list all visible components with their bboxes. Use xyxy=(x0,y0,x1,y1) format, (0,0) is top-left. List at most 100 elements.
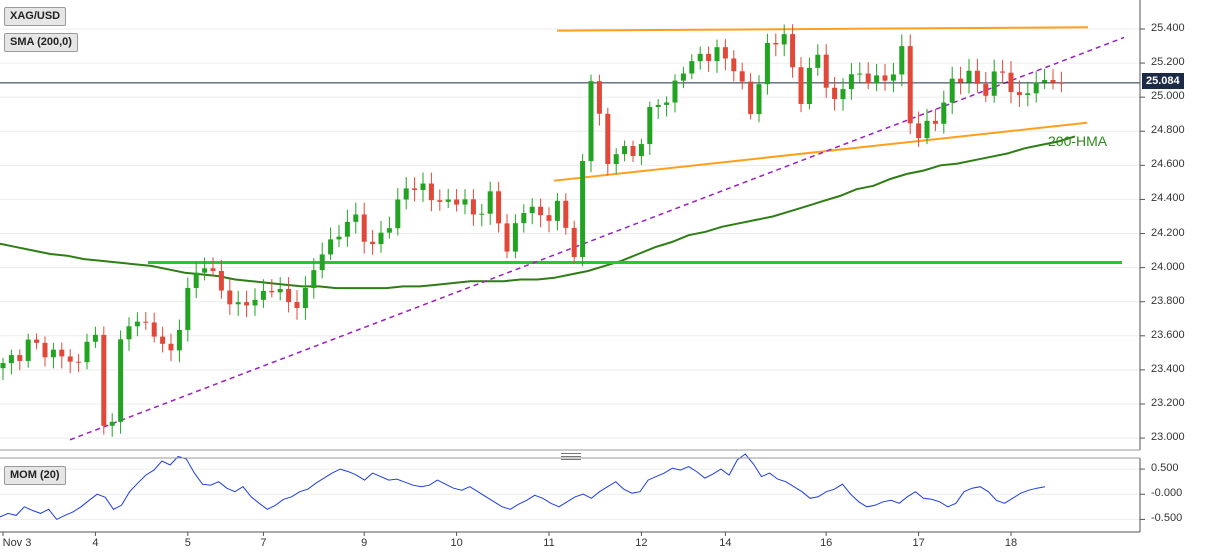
candle-down xyxy=(773,42,779,45)
candle-up xyxy=(874,75,880,84)
candle-down xyxy=(470,199,476,215)
time-tick-label: 10 xyxy=(450,537,463,549)
candle-down xyxy=(17,355,23,361)
momentum-tick-label: -0.500 xyxy=(1151,512,1183,525)
price-tick-label: 24.800 xyxy=(1151,124,1185,137)
candle-down xyxy=(538,206,544,216)
resistance-line xyxy=(556,26,1089,32)
time-tick-label: 18 xyxy=(1004,537,1018,549)
candle-up xyxy=(193,272,199,288)
candle-down xyxy=(907,46,913,124)
candle-down xyxy=(210,268,216,271)
candle-up xyxy=(588,81,594,162)
candle-down xyxy=(605,113,611,165)
symbol-label[interactable]: XAG/USD xyxy=(4,7,67,26)
candle-up xyxy=(949,78,955,103)
candle-down xyxy=(958,78,964,83)
candle-up xyxy=(378,232,384,245)
price-tick-label: 24.400 xyxy=(1151,192,1185,205)
candle-up xyxy=(806,67,812,105)
candle-up xyxy=(25,339,31,361)
candle-up xyxy=(924,120,930,139)
candle-down xyxy=(496,191,502,224)
candle-down xyxy=(42,342,48,358)
candle-up xyxy=(386,228,392,233)
candle-up xyxy=(512,223,518,252)
candle-up xyxy=(185,287,191,330)
candle-up xyxy=(84,341,90,363)
candle-down xyxy=(790,34,796,68)
candle-up xyxy=(1025,93,1031,96)
candle-up xyxy=(302,288,308,309)
candle-down xyxy=(563,200,569,228)
rising-trendline xyxy=(69,36,1125,441)
candle-up xyxy=(445,199,451,202)
gridlines xyxy=(0,28,1140,520)
price-tick-label: 25.400 xyxy=(1151,21,1185,34)
momentum-tick-label: -0.000 xyxy=(1151,487,1183,500)
momentum-tick-label: 0.500 xyxy=(1151,462,1179,475)
candle-up xyxy=(697,53,703,62)
price-tick-label: 23.000 xyxy=(1151,431,1185,444)
candle-up xyxy=(966,70,972,83)
candle-up xyxy=(655,104,661,108)
candle-up xyxy=(613,154,619,165)
candle-down xyxy=(76,361,82,363)
candle-down xyxy=(1008,72,1014,93)
candle-down xyxy=(706,53,712,61)
candle-down xyxy=(412,188,418,190)
candle-down xyxy=(34,339,40,343)
candle-up xyxy=(235,302,241,305)
candle-up xyxy=(403,188,409,200)
time-tick-label: 16 xyxy=(820,537,833,549)
candle-up xyxy=(487,191,493,214)
candle-up xyxy=(109,421,115,426)
candle-up xyxy=(420,183,426,190)
time-tick-label: 12 xyxy=(635,537,648,549)
candle-down xyxy=(1016,92,1022,96)
price-tick-label: 23.800 xyxy=(1151,294,1185,307)
candle-up xyxy=(647,107,653,145)
candle-up xyxy=(899,46,905,75)
candle-up xyxy=(529,206,535,214)
candle-up xyxy=(395,199,401,229)
indicator-label[interactable]: SMA (200,0) xyxy=(4,33,78,52)
candle-up xyxy=(689,61,695,74)
candle-up xyxy=(840,89,846,99)
candle-down xyxy=(916,123,922,139)
candle-down xyxy=(168,343,174,351)
candle-up xyxy=(328,239,334,255)
ascending-support-line xyxy=(553,121,1088,182)
candle-up xyxy=(622,146,628,155)
candle-down xyxy=(823,54,829,88)
candle-up xyxy=(353,214,359,222)
candle-up xyxy=(319,254,325,271)
time-tick-label: 11 xyxy=(543,537,555,549)
candle-down xyxy=(454,199,460,205)
candle-up xyxy=(1042,80,1048,83)
time-tick-label: 17 xyxy=(912,537,925,549)
candle-down xyxy=(722,47,728,59)
candle-up xyxy=(672,80,678,103)
candle-down xyxy=(882,75,888,81)
candle-up xyxy=(336,236,342,240)
panel-resize-handle[interactable] xyxy=(561,453,581,460)
candle-down xyxy=(504,223,510,252)
price-tick-label: 23.600 xyxy=(1151,328,1185,341)
candle-up xyxy=(462,199,468,205)
momentum-label[interactable]: MOM (20) xyxy=(4,466,66,485)
candle-up xyxy=(252,299,258,306)
sma-line-layer xyxy=(0,135,1076,290)
candle-down xyxy=(428,183,434,201)
sma-200-line xyxy=(0,135,1076,290)
time-tick-label: 7 xyxy=(260,537,267,549)
time-tick-label: 14 xyxy=(719,537,732,549)
candle-up xyxy=(311,270,317,289)
candle-down xyxy=(832,87,838,99)
price-tick-label: 23.400 xyxy=(1151,362,1185,375)
candle-up xyxy=(680,73,686,81)
candle-down xyxy=(269,290,275,293)
candle-down xyxy=(748,81,754,115)
candle-up xyxy=(764,42,770,85)
